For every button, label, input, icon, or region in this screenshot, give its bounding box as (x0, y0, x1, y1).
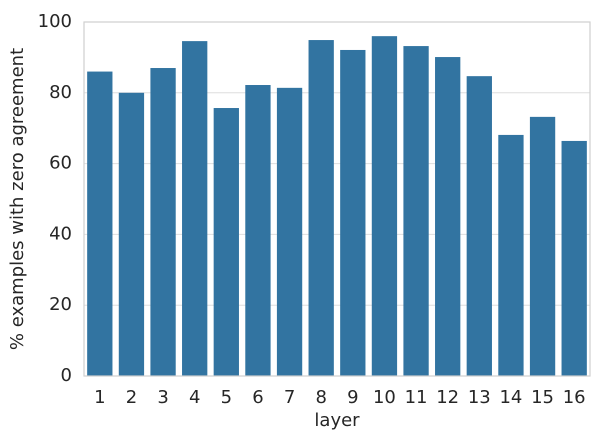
x-tick-label: 12 (436, 387, 459, 408)
y-tick-label: 60 (49, 153, 72, 174)
x-tick-label: 6 (252, 387, 263, 408)
x-tick-label: 15 (531, 387, 554, 408)
y-tick-label: 20 (49, 294, 72, 315)
x-tick-label: 13 (468, 387, 491, 408)
x-tick-label: 1 (94, 387, 105, 408)
bar (466, 76, 492, 377)
y-axis-label: % examples with zero agreement (7, 48, 28, 350)
plot-frame (83, 21, 591, 377)
bar (498, 134, 524, 376)
y-tick-label: 0 (61, 365, 72, 386)
y-tick-label: 80 (49, 82, 72, 103)
bar (308, 40, 334, 376)
x-axis-label: layer (314, 410, 360, 431)
bar (245, 85, 271, 377)
x-tick-label: 10 (373, 387, 396, 408)
x-tick-label: 2 (126, 387, 137, 408)
x-tick-label: 8 (315, 387, 326, 408)
bar (276, 87, 303, 377)
bar (213, 108, 239, 376)
bar (182, 41, 208, 377)
bar (340, 49, 366, 376)
bar (150, 68, 176, 377)
x-tick-label: 3 (157, 387, 168, 408)
x-tick-label: 7 (284, 387, 295, 408)
x-tick-label: 11 (405, 387, 428, 408)
y-tick-label: 40 (49, 223, 72, 244)
x-tick-label: 9 (347, 387, 358, 408)
bar (435, 57, 461, 377)
x-tick-label: 14 (499, 387, 522, 408)
bar (403, 46, 429, 377)
bar (118, 92, 145, 377)
x-tick-label: 5 (221, 387, 232, 408)
bar (371, 36, 398, 376)
x-tick-label: 4 (189, 387, 200, 408)
bar (529, 116, 556, 376)
bar (87, 71, 113, 376)
y-tick-label: 100 (38, 11, 72, 32)
bar (561, 140, 587, 376)
x-tick-label: 16 (563, 387, 586, 408)
